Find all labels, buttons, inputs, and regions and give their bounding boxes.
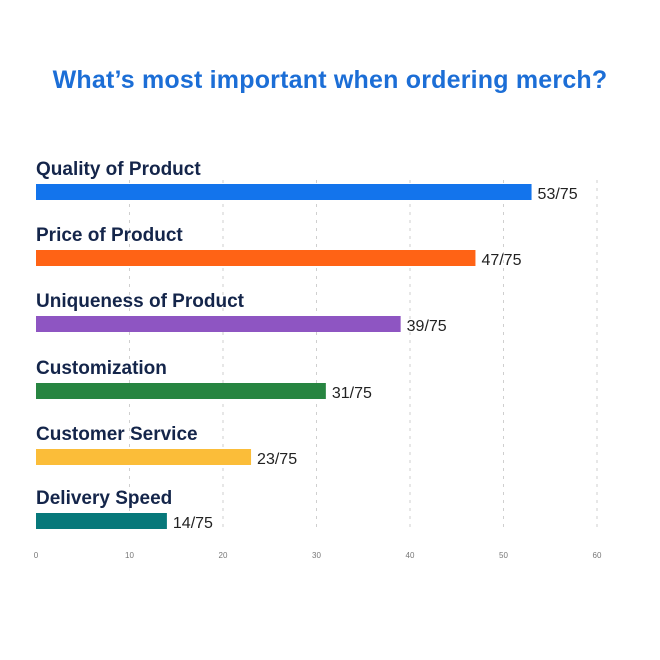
x-tick-label: 0 <box>34 551 39 560</box>
x-tick-label: 50 <box>499 551 508 560</box>
bar <box>36 184 532 200</box>
x-axis-ticks: 0 10 20 30 40 50 60 <box>34 551 602 560</box>
chart-title: What’s most important when ordering merc… <box>52 66 608 94</box>
category-label: Price of Product <box>36 225 183 246</box>
value-label: 39/75 <box>407 318 447 335</box>
x-tick-label: 10 <box>125 551 134 560</box>
value-label: 53/75 <box>538 186 578 203</box>
value-label: 23/75 <box>257 451 297 468</box>
value-label: 47/75 <box>481 252 521 269</box>
x-tick-label: 20 <box>219 551 228 560</box>
x-tick-label: 40 <box>406 551 415 560</box>
category-label: Quality of Product <box>36 159 201 180</box>
bar <box>36 383 326 399</box>
category-label: Delivery Speed <box>36 488 172 509</box>
bar <box>36 250 476 266</box>
gridlines <box>129 180 598 528</box>
bar <box>36 449 252 465</box>
category-label: Customization <box>36 358 167 379</box>
value-label: 31/75 <box>332 385 372 402</box>
bar <box>36 513 167 529</box>
value-label: 14/75 <box>173 515 213 532</box>
x-tick-label: 30 <box>312 551 321 560</box>
bars: Quality of Product 53/75 Price of Product 4… <box>36 159 578 532</box>
category-label: Customer Service <box>36 424 198 445</box>
bar <box>36 316 401 332</box>
category-label: Uniqueness of Product <box>36 291 245 312</box>
x-tick-label: 60 <box>593 551 602 560</box>
